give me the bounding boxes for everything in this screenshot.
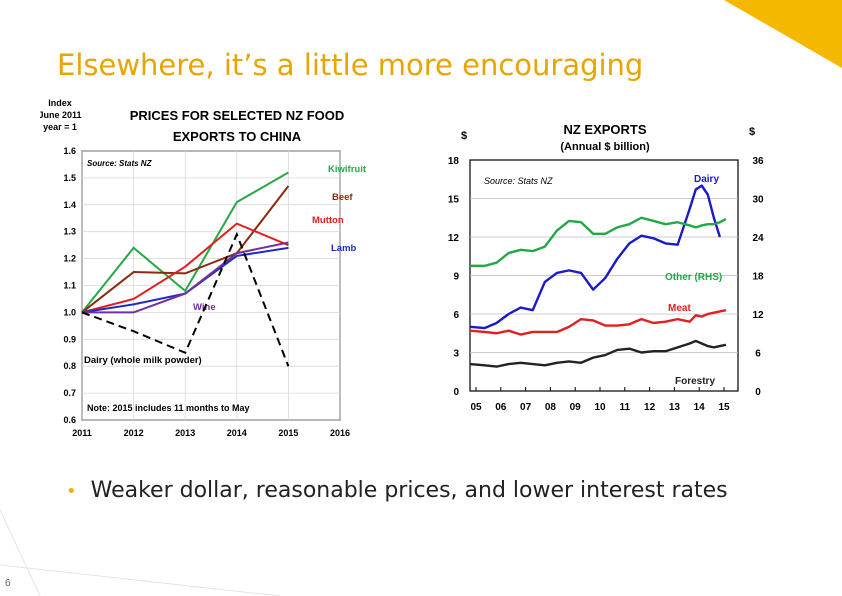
corner-accent-shape bbox=[724, 0, 842, 68]
y-tick-label-right: 24 bbox=[752, 233, 764, 244]
prices-chart: 0.6 0.7 0.8 0.9 1.0 1.1 1.2 1.3 1.4 1.5 1.6 2011 201… bbox=[40, 98, 367, 438]
y-tick-label-right: 36 bbox=[752, 156, 764, 167]
x-tick-label: 2011 bbox=[72, 428, 92, 438]
source-label: Source: Stats NZ bbox=[87, 159, 153, 168]
legend-label: Mutton bbox=[312, 215, 344, 226]
y-tick-label: 1.1 bbox=[63, 281, 76, 291]
slide-title: Elsewhere, it’s a little more encouragin… bbox=[57, 48, 644, 82]
x-tick-label: 07 bbox=[520, 402, 532, 413]
y-tick-label-left: 6 bbox=[453, 310, 459, 321]
y-tick-label: 1.3 bbox=[63, 227, 76, 237]
y-axis-label: Index bbox=[48, 98, 72, 108]
page-number: 6 bbox=[5, 578, 11, 589]
chart-title: EXPORTS TO CHINA bbox=[173, 129, 302, 144]
series-line-wine bbox=[82, 241, 289, 314]
y-tick-label: 0.6 bbox=[63, 415, 76, 425]
x-tick-label: 14 bbox=[694, 402, 706, 413]
y-tick-label-right: 12 bbox=[752, 310, 764, 321]
series-line-dairy bbox=[81, 231, 290, 367]
y-tick-label-right: 0 bbox=[755, 387, 761, 398]
y-tick-label: 1.0 bbox=[63, 307, 76, 317]
bullet-dot: • bbox=[66, 481, 77, 502]
y-tick-label: 1.2 bbox=[63, 254, 76, 264]
y-tick-label-left: 0 bbox=[453, 387, 459, 398]
y-tick-label-left: 18 bbox=[448, 156, 460, 167]
x-tick-label: 13 bbox=[669, 402, 681, 413]
legend-label: Dairy (whole milk powder) bbox=[84, 355, 202, 366]
y-tick-label-left: 9 bbox=[453, 272, 459, 283]
series-line-other bbox=[470, 216, 727, 268]
series-line-meat bbox=[469, 308, 727, 336]
y-tick-label: 0.8 bbox=[63, 361, 76, 371]
x-tick-label: 12 bbox=[644, 402, 656, 413]
x-tick-label: 2016 bbox=[330, 428, 350, 438]
x-tick-label: 05 bbox=[470, 402, 482, 413]
y-tick-label-right: 6 bbox=[755, 349, 761, 360]
left-unit-label: $ bbox=[461, 130, 467, 142]
x-tick-label: 2013 bbox=[175, 428, 195, 438]
x-tick-label: 2014 bbox=[227, 428, 247, 438]
y-tick-label-left: 12 bbox=[448, 233, 460, 244]
chart-title: PRICES FOR SELECTED NZ FOOD bbox=[130, 108, 345, 123]
x-tick-label: 2012 bbox=[124, 428, 144, 438]
note-label: Note: 2015 includes 11 months to May bbox=[87, 403, 250, 413]
y-tick-label-left: 3 bbox=[453, 349, 459, 360]
right-unit-label: $ bbox=[749, 126, 755, 138]
x-tick-label: 15 bbox=[718, 402, 730, 413]
source-label: Source: Stats NZ bbox=[484, 176, 553, 186]
y-tick-label-left: 15 bbox=[448, 195, 460, 206]
legend-label: Kiwifruit bbox=[328, 164, 367, 175]
series-line-kiwifruit bbox=[81, 171, 289, 314]
series-line-forestry bbox=[469, 339, 727, 368]
series-line-mutton bbox=[81, 222, 289, 314]
legend-label: Other (RHS) bbox=[665, 272, 722, 283]
series-line-dairy bbox=[469, 184, 722, 330]
y-tick-label: 0.9 bbox=[63, 334, 76, 344]
legend-label: Lamb bbox=[331, 243, 357, 254]
legend-label: Forestry bbox=[675, 376, 715, 387]
y-tick-label-right: 18 bbox=[752, 272, 764, 283]
y-tick-label-right: 30 bbox=[752, 195, 764, 206]
x-tick-label: 06 bbox=[495, 402, 507, 413]
y-tick-label: 1.4 bbox=[63, 200, 76, 210]
legend-label: Beef bbox=[332, 192, 353, 203]
legend-label: Dairy bbox=[694, 174, 719, 185]
x-tick-label: 08 bbox=[545, 402, 557, 413]
chart-title: NZ EXPORTS bbox=[563, 122, 646, 137]
x-tick-label: 09 bbox=[570, 402, 582, 413]
y-tick-label: 1.6 bbox=[63, 146, 76, 156]
bullet-item: • Weaker dollar, reasonable prices, and l… bbox=[66, 478, 728, 503]
x-tick-label: 2015 bbox=[278, 428, 298, 438]
y-tick-label: 0.7 bbox=[63, 388, 76, 398]
y-axis-label: June 2011 bbox=[40, 110, 82, 120]
legend-label: Meat bbox=[668, 303, 691, 314]
y-axis-label: year = 1 bbox=[43, 122, 77, 132]
x-tick-label: 10 bbox=[594, 402, 606, 413]
x-tick-label: 11 bbox=[620, 402, 631, 413]
bullet-text: Weaker dollar, reasonable prices, and lo… bbox=[90, 478, 728, 503]
y-tick-label: 1.5 bbox=[63, 173, 76, 183]
chart-subtitle: (Annual $ billion) bbox=[560, 141, 650, 153]
